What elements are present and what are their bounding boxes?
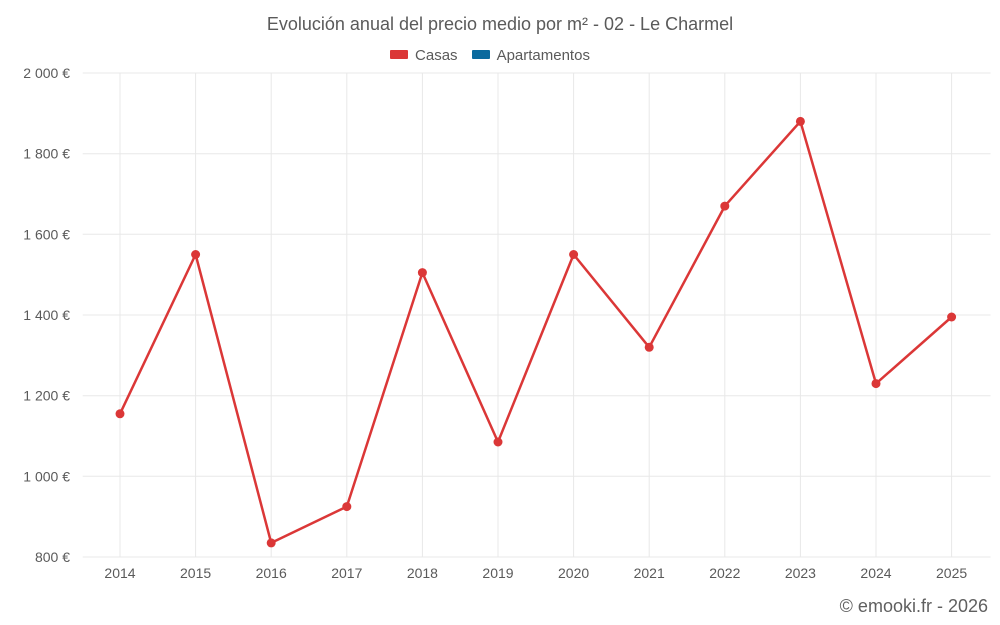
svg-text:2015: 2015 — [180, 565, 211, 581]
svg-text:2020: 2020 — [558, 565, 589, 581]
svg-text:1 600 €: 1 600 € — [23, 226, 70, 242]
svg-text:2 000 €: 2 000 € — [23, 65, 70, 81]
svg-text:2021: 2021 — [634, 565, 665, 581]
svg-text:1 000 €: 1 000 € — [23, 468, 70, 484]
svg-text:1 200 €: 1 200 € — [23, 388, 70, 404]
svg-text:2024: 2024 — [860, 565, 891, 581]
svg-text:2019: 2019 — [482, 565, 513, 581]
svg-text:2018: 2018 — [407, 565, 438, 581]
svg-text:2014: 2014 — [104, 565, 135, 581]
svg-text:2023: 2023 — [785, 565, 816, 581]
svg-text:2025: 2025 — [936, 565, 967, 581]
svg-text:1 400 €: 1 400 € — [23, 307, 70, 323]
svg-text:1 800 €: 1 800 € — [23, 146, 70, 162]
svg-text:2022: 2022 — [709, 565, 740, 581]
svg-text:2017: 2017 — [331, 565, 362, 581]
svg-text:800 €: 800 € — [35, 549, 70, 565]
svg-text:2016: 2016 — [256, 565, 287, 581]
